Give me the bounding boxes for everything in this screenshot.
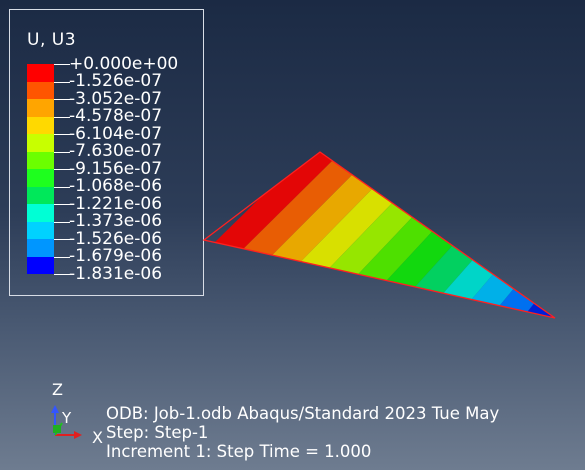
legend-swatch [27, 239, 54, 257]
legend-tick [54, 256, 70, 258]
legend-tick [54, 274, 70, 275]
legend-tick [54, 99, 70, 100]
legend-label: -1.373e-06 [69, 211, 163, 231]
legend-tick [54, 239, 70, 240]
legend-label: -4.578e-07 [69, 106, 163, 126]
odb-info-line: ODB: Job-1.odb Abaqus/Standard 2023 Tue … [106, 404, 500, 423]
legend-label: -1.526e-06 [69, 228, 163, 249]
increment-info-line: Increment 1: Step Time = 1.000 [106, 442, 372, 461]
contour-bands [204, 152, 555, 318]
legend-label: -1.526e-07 [69, 71, 163, 91]
step-info-line: Step: Step-1 [106, 423, 209, 442]
legend-swatch [27, 221, 54, 239]
triad-x-arrow [74, 431, 82, 439]
triad-y-marker [53, 425, 61, 433]
legend-tick [54, 186, 70, 188]
legend-tick [54, 116, 70, 118]
view-triad: Z Y X [51, 380, 103, 445]
legend-swatch [27, 99, 54, 117]
legend-swatch [27, 81, 54, 99]
legend-swatch [27, 169, 54, 187]
legend-label: -1.679e-06 [69, 246, 163, 266]
triad-z-label: Z [52, 380, 63, 399]
legend-label: -9.156e-07 [69, 158, 163, 179]
triad-y-label: Y [61, 409, 72, 427]
legend-swatch [27, 116, 54, 134]
contour-legend: U, U3 +0.000e+00 -1.526e-07 -3.052e-07 -4.5… [9, 9, 204, 296]
part-outline [202, 151, 556, 319]
legend-label: -1.221e-06 [69, 193, 163, 214]
legend-swatch [27, 64, 54, 82]
legend-tick [54, 169, 70, 170]
legend-tick [54, 204, 70, 205]
legend-swatch [27, 204, 54, 222]
legend-swatch [27, 134, 54, 152]
legend-label: +0.000e+00 [69, 53, 179, 74]
legend-title: U, U3 [27, 30, 77, 50]
triad-x-label: X [92, 428, 103, 445]
legend-tick [54, 81, 70, 83]
legend-tick [54, 134, 70, 135]
legend-label: -6.104e-07 [69, 123, 163, 144]
legend-label: -7.630e-07 [69, 141, 163, 161]
legend-swatch [27, 186, 54, 204]
legend-label: -1.068e-06 [69, 176, 163, 196]
legend-tick [54, 151, 70, 153]
legend-swatch [27, 151, 54, 169]
legend-tick [54, 221, 70, 223]
legend-label: -1.831e-06 [69, 263, 163, 284]
triad-z-arrow [51, 405, 59, 413]
contour-band [489, 256, 555, 318]
legend-label: -3.052e-07 [69, 88, 163, 109]
legend-swatch [27, 256, 54, 274]
legend-tick [54, 64, 70, 65]
